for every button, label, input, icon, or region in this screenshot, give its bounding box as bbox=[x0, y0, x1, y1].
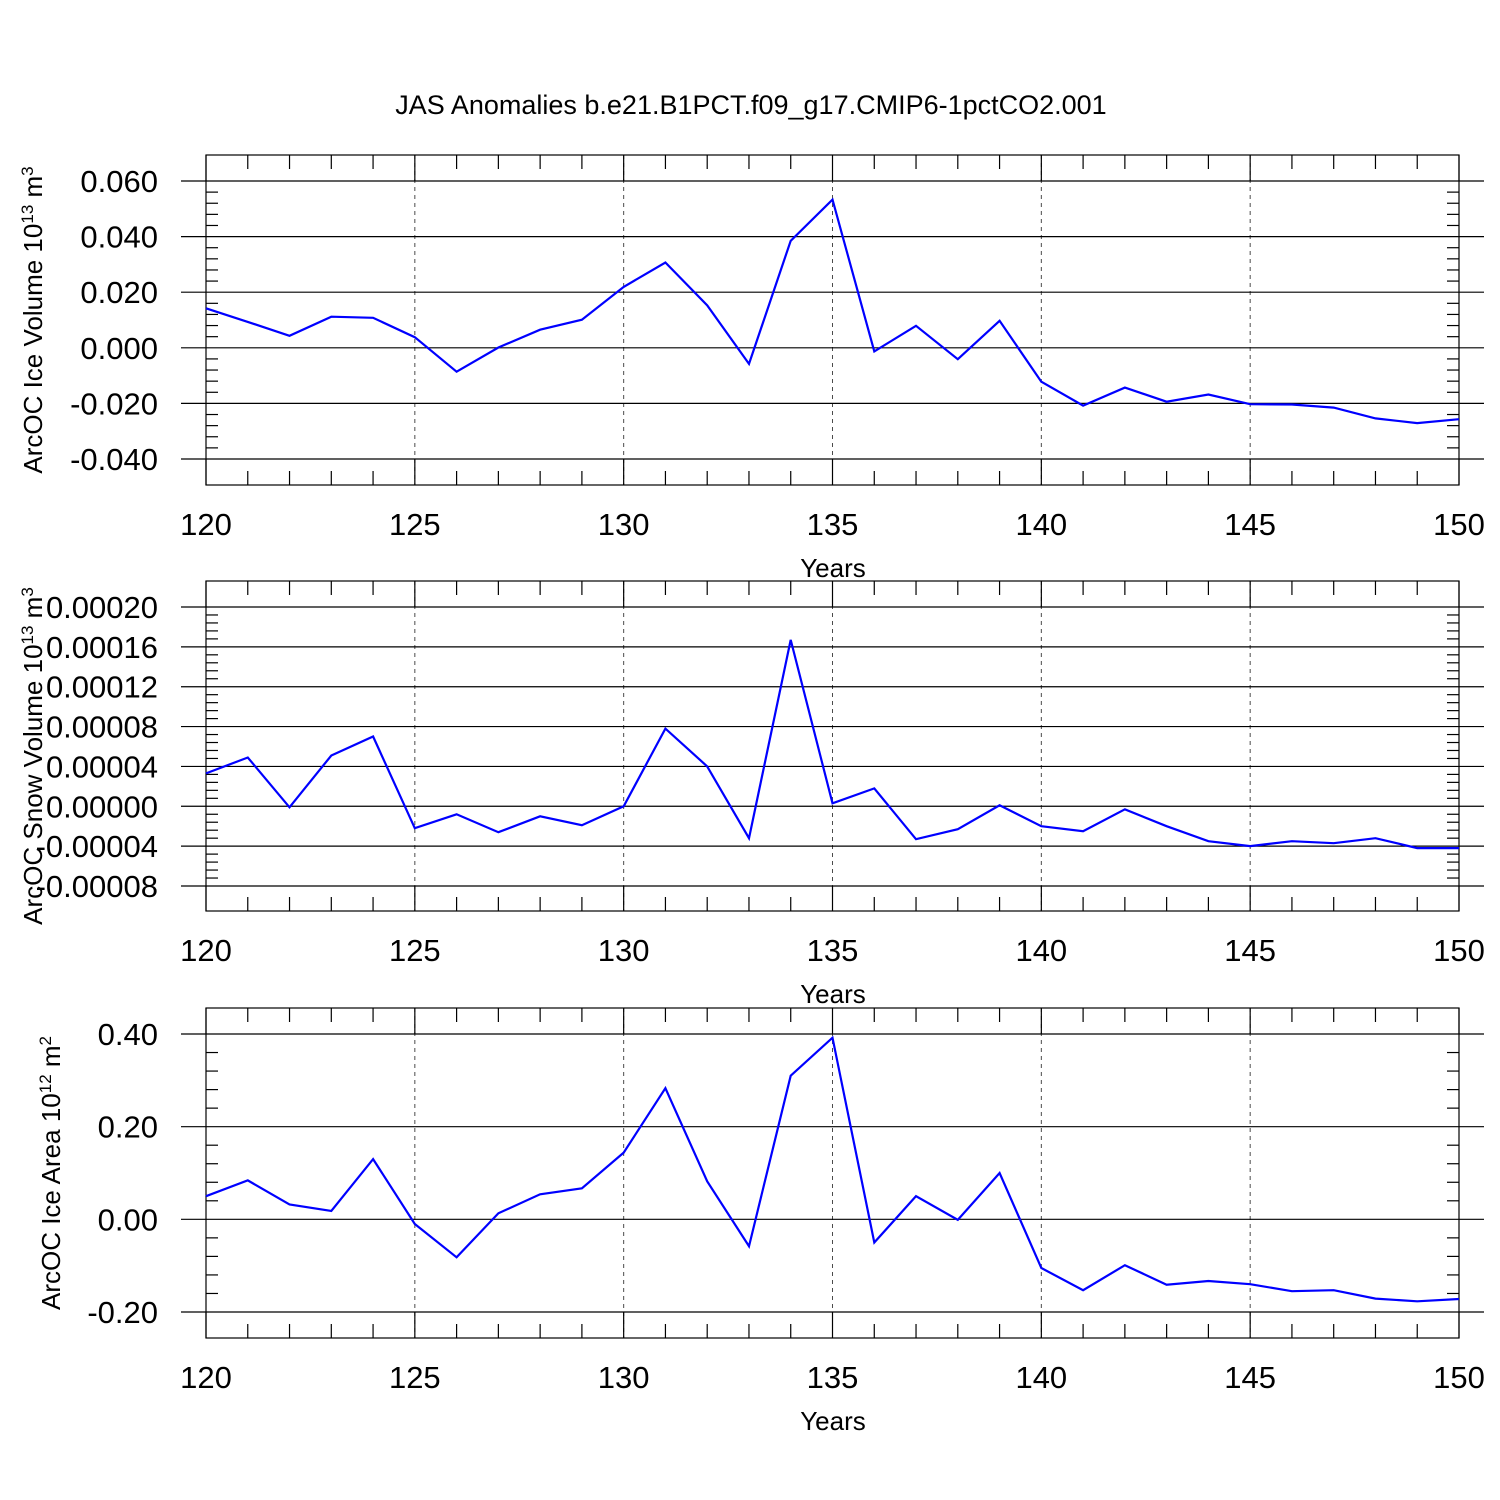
y-axis-title-main: ArcOC Ice Area 10 bbox=[36, 1093, 66, 1310]
y-axis-title-unit-exponent: 2 bbox=[36, 1036, 55, 1045]
x-tick-label: 125 bbox=[389, 507, 441, 542]
y-axis-title-unit: m bbox=[36, 1045, 66, 1074]
y-tick-label: -0.040 bbox=[70, 442, 158, 477]
y-axis-title-unit-exponent: 3 bbox=[18, 587, 37, 596]
y-axis-title-main: ArcOC Snow Volume 10 bbox=[18, 644, 48, 924]
chart-panel-1: -0.040 -0.020 0.000 0.020 0.040 0.060 120 125 13… bbox=[18, 154, 1485, 583]
x-tick-label: 150 bbox=[1433, 507, 1485, 542]
x-tick-label: 145 bbox=[1224, 933, 1276, 968]
y-axis-title-unit-exponent: 3 bbox=[18, 166, 37, 175]
y-tick-label: 0.00000 bbox=[46, 789, 158, 824]
x-tick-label: 120 bbox=[180, 507, 232, 542]
panels: -0.040 -0.020 0.000 0.020 0.040 0.060 120 125 13… bbox=[18, 154, 1485, 1436]
x-tick-label: 135 bbox=[807, 933, 859, 968]
x-tick-label: 135 bbox=[807, 1360, 859, 1395]
y-tick-label: 0.020 bbox=[80, 275, 158, 310]
y-axis-title: ArcOC Ice Volume 1013 m3 bbox=[18, 166, 49, 473]
y-axis-title-unit: m bbox=[18, 597, 48, 626]
x-tick-label: 125 bbox=[389, 933, 441, 968]
x-tick-label: 140 bbox=[1015, 933, 1067, 968]
x-tick-label: 130 bbox=[598, 933, 650, 968]
y-tick-label: 0.00020 bbox=[46, 590, 158, 625]
x-tick-label: 120 bbox=[180, 933, 232, 968]
y-tick-label: 0.20 bbox=[98, 1110, 158, 1145]
chart-panel-3: -0.20 0.00 0.20 0.40 120 125 130 135 140 145 150 Ye… bbox=[36, 1007, 1485, 1436]
x-tick-label: 130 bbox=[598, 507, 650, 542]
y-tick-label: 0.40 bbox=[98, 1017, 158, 1052]
x-axis-title: Years bbox=[800, 1406, 866, 1436]
chart-panel-2: -0.00008 -0.00004 0.00000 0.00004 0.00008 0.0… bbox=[18, 580, 1485, 1009]
series-line bbox=[205, 639, 1459, 850]
x-tick-label: 150 bbox=[1433, 1360, 1485, 1395]
y-axis-title-exponent: 13 bbox=[18, 626, 37, 645]
y-tick-label: 0.00 bbox=[98, 1202, 158, 1237]
x-tick-label: 140 bbox=[1015, 1360, 1067, 1395]
figure-title: JAS Anomalies b.e21.B1PCT.f09_g17.CMIP6-… bbox=[395, 90, 1106, 120]
y-tick-label: -0.00004 bbox=[36, 829, 158, 864]
x-tick-label: 120 bbox=[180, 1360, 232, 1395]
y-tick-label: -0.00008 bbox=[36, 869, 158, 904]
y-tick-label: 0.060 bbox=[80, 164, 158, 199]
series-line bbox=[205, 1035, 1460, 1303]
y-tick-label: -0.020 bbox=[70, 386, 158, 421]
x-tick-label: 145 bbox=[1224, 1360, 1276, 1395]
x-tick-label: 130 bbox=[598, 1360, 650, 1395]
y-tick-label: 0.00004 bbox=[46, 749, 158, 784]
x-tick-label: 150 bbox=[1433, 933, 1485, 968]
x-axis-title: Years bbox=[800, 979, 866, 1009]
x-tick-label: 125 bbox=[389, 1360, 441, 1395]
y-axis-title: ArcOC Snow Volume 1013 m3 bbox=[18, 587, 49, 925]
x-tick-label: 140 bbox=[1015, 507, 1067, 542]
y-axis-title-main: ArcOC Ice Volume 10 bbox=[18, 224, 48, 474]
y-tick-label: 0.00008 bbox=[46, 710, 158, 745]
y-tick-label: -0.20 bbox=[87, 1295, 158, 1330]
y-axis-title-exponent: 12 bbox=[36, 1074, 55, 1093]
y-tick-label: 0.00016 bbox=[46, 630, 158, 665]
y-axis-title-unit: m bbox=[18, 176, 48, 205]
y-tick-label: 0.000 bbox=[80, 331, 158, 366]
y-tick-label: 0.040 bbox=[80, 220, 158, 255]
series-line bbox=[205, 197, 1460, 425]
x-tick-label: 135 bbox=[807, 507, 859, 542]
y-tick-label: 0.00012 bbox=[46, 670, 158, 705]
x-axis-title: Years bbox=[800, 553, 866, 583]
y-axis-title: ArcOC Ice Area 1012 m2 bbox=[36, 1036, 67, 1310]
y-axis-title-exponent: 13 bbox=[18, 205, 37, 224]
x-tick-label: 145 bbox=[1224, 507, 1276, 542]
